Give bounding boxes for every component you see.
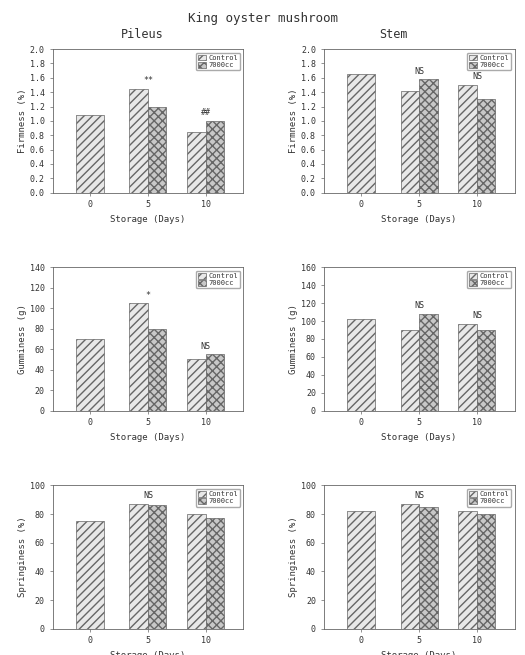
Bar [477,514,496,629]
Text: NS: NS [143,491,153,500]
Text: NS: NS [414,301,424,310]
Bar [401,330,419,411]
X-axis label: Storage (Days): Storage (Days) [110,433,185,442]
Bar [130,88,148,193]
Text: King oyster mushroom: King oyster mushroom [187,12,338,25]
Bar [148,107,166,193]
Legend: Control, 7000cc: Control, 7000cc [196,489,240,506]
Bar [477,330,496,411]
Text: NS: NS [472,311,482,320]
Text: NS: NS [414,491,424,500]
Bar [458,85,477,193]
X-axis label: Storage (Days): Storage (Days) [110,651,185,655]
Text: Stem: Stem [380,28,408,41]
Text: NS: NS [201,502,211,510]
Bar [76,115,104,193]
Bar [401,504,419,629]
X-axis label: Storage (Days): Storage (Days) [110,215,185,224]
Bar [187,360,206,411]
Bar [348,511,375,629]
Bar [187,132,206,193]
Bar [130,303,148,411]
Bar [206,354,224,411]
Bar [348,319,375,411]
Y-axis label: Springiness (%): Springiness (%) [18,517,27,597]
Y-axis label: Springiness (%): Springiness (%) [289,517,298,597]
Text: **: ** [143,76,153,85]
Bar [419,79,437,193]
Bar [419,314,437,411]
Bar [187,514,206,629]
Legend: Control, 7000cc: Control, 7000cc [467,52,511,70]
Y-axis label: Gumminess (g): Gumminess (g) [289,304,298,374]
Y-axis label: Gumminess (g): Gumminess (g) [18,304,27,374]
Text: Pileus: Pileus [120,28,163,41]
Text: NS: NS [201,342,211,350]
Bar [401,91,419,193]
Bar [419,507,437,629]
Bar [148,506,166,629]
Legend: Control, 7000cc: Control, 7000cc [467,489,511,506]
Bar [348,74,375,193]
Text: ##: ## [201,108,211,117]
Bar [76,339,104,411]
Legend: Control, 7000cc: Control, 7000cc [467,271,511,288]
Legend: Control, 7000cc: Control, 7000cc [196,271,240,288]
Text: *: * [145,291,151,299]
Bar [477,100,496,193]
X-axis label: Storage (Days): Storage (Days) [382,433,457,442]
Text: NS: NS [414,67,424,76]
Bar [130,504,148,629]
X-axis label: Storage (Days): Storage (Days) [382,215,457,224]
Bar [458,324,477,411]
Bar [148,329,166,411]
Bar [206,121,224,193]
Y-axis label: Firmness (%): Firmness (%) [289,88,298,153]
Bar [458,511,477,629]
Bar [76,521,104,629]
X-axis label: Storage (Days): Storage (Days) [382,651,457,655]
Bar [206,518,224,629]
Text: NS: NS [472,73,482,81]
Legend: Control, 7000cc: Control, 7000cc [196,52,240,70]
Y-axis label: Firmness (%): Firmness (%) [18,88,27,153]
